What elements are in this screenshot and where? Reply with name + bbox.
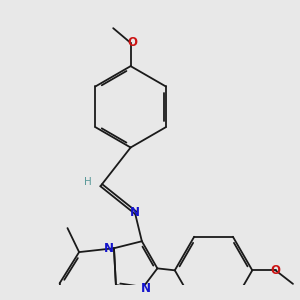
- Text: N: N: [141, 282, 151, 296]
- Text: H: H: [84, 177, 92, 187]
- Text: N: N: [130, 206, 140, 219]
- Text: N: N: [104, 242, 114, 255]
- Text: O: O: [127, 36, 137, 50]
- Text: O: O: [271, 264, 281, 277]
